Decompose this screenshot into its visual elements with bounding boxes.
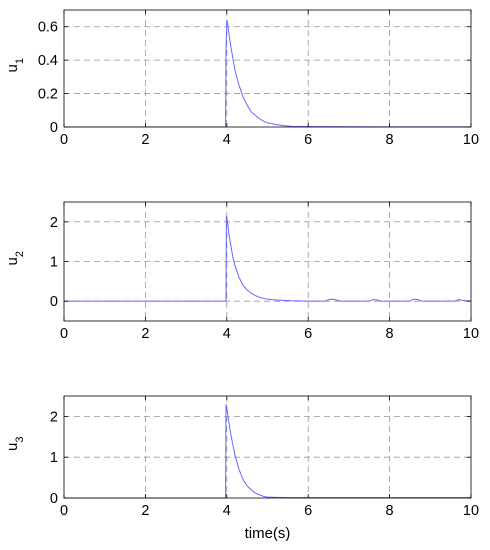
x-axis-label: time(s) [245,525,291,542]
plot-frame-3 [63,395,472,499]
y-tick-label: 2 [50,409,58,425]
y-tick-label: 0.6 [38,20,58,36]
y-tick-label: 1 [50,255,58,271]
x-tick-label: 6 [304,132,312,148]
x-tick-label: 0 [60,503,68,519]
x-tick-label: 10 [463,326,479,342]
y-tick-label: 0.4 [38,53,58,69]
x-tick-label: 8 [386,326,394,342]
plot-area-3 [64,396,471,498]
subplot-1: 0 2 4 6 8 10 0 0.2 0.4 0.6 u1 [4,9,479,148]
y-tick-label: 0 [50,294,58,310]
x-tick-label: 2 [141,326,149,342]
x-tick-label: 2 [141,132,149,148]
y-axis-label-1: u1 [4,58,26,72]
y-tick-label: 0 [50,120,58,136]
plot-area-1 [64,10,471,127]
plot-frame-1 [63,9,472,128]
x-tick-label: 10 [463,132,479,148]
x-tick-label: 10 [463,503,479,519]
subplots: 0 2 4 6 8 10 0 0.2 0.4 0.6 u1 0 2 4 6 8 10 0 1 2 u2 0 2 4 6 8 10 0 1… [4,9,479,542]
series-line-2 [64,215,472,302]
x-tick-label: 8 [386,132,394,148]
y-axis-label-3: u3 [4,437,26,451]
x-tick-label: 0 [60,326,68,342]
x-tick-label: 4 [223,503,231,519]
y-tick-label: 1 [50,450,58,466]
x-tick-label: 2 [141,503,149,519]
y-tick-label: 2 [50,215,58,231]
y-tick-label: 0 [50,491,58,507]
subplot-3: 0 2 4 6 8 10 0 1 2 u3 time(s) [4,395,479,542]
x-tick-label: 0 [60,132,68,148]
y-tick-label: 0.2 [38,87,58,103]
y-axis-label-2: u2 [4,251,26,265]
x-tick-label: 4 [223,326,231,342]
subplot-2: 0 2 4 6 8 10 0 1 2 u2 [4,201,479,342]
x-tick-label: 6 [304,503,312,519]
x-tick-label: 6 [304,326,312,342]
x-tick-label: 4 [223,132,231,148]
series-line-3 [64,404,471,499]
x-tick-label: 8 [386,503,394,519]
series-line-1 [64,19,471,128]
